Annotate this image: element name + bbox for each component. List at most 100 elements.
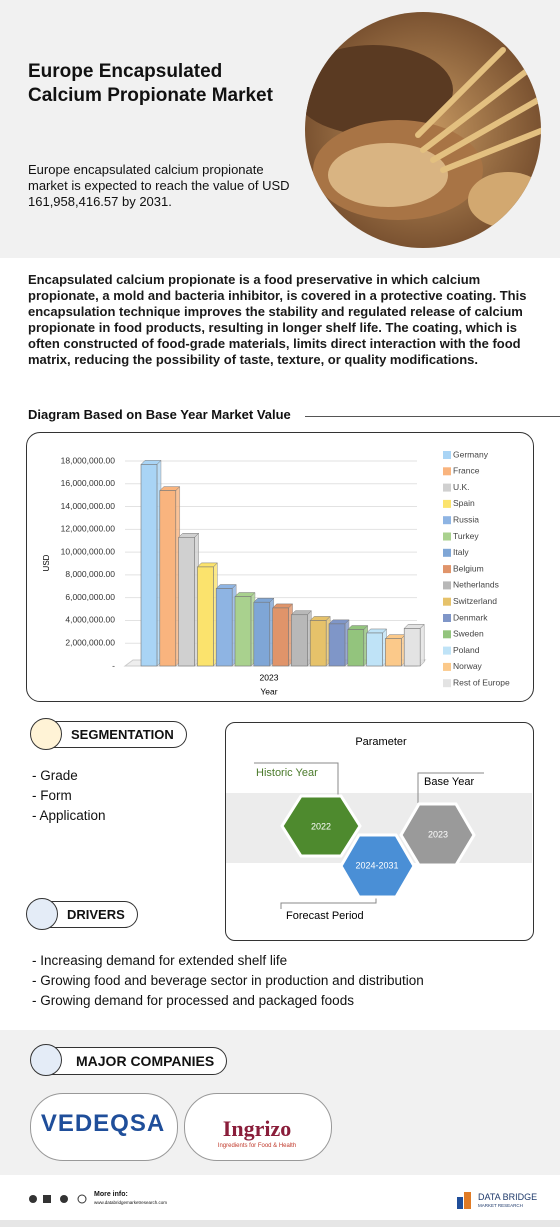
more-info: More info: bbox=[94, 1191, 128, 1198]
list-item: Increasing demand for extended shelf lif… bbox=[32, 951, 424, 971]
x-axis-label: Year bbox=[260, 686, 277, 696]
list-item: Application bbox=[32, 806, 106, 826]
legend-label: Russia bbox=[453, 514, 479, 524]
legend-swatch bbox=[443, 630, 451, 639]
chart-frame bbox=[26, 432, 534, 702]
chart-title: Diagram Based on Base Year Market Value bbox=[28, 407, 291, 422]
list-item: Grade bbox=[32, 766, 106, 786]
parameter-diagram: Parameter Historic Year Base Year Foreca… bbox=[226, 736, 532, 922]
x-tick-label: 2023 bbox=[260, 672, 279, 682]
hex-label: 2024-2031 bbox=[355, 860, 398, 870]
bar bbox=[272, 607, 289, 667]
legend-swatch bbox=[443, 516, 451, 525]
segmentation-list: GradeFormApplication bbox=[32, 766, 106, 826]
company-logo: VEDEQSA bbox=[40, 1110, 166, 1137]
legend-swatch bbox=[443, 467, 451, 476]
legend-swatch bbox=[443, 548, 451, 557]
hex-label: 2022 bbox=[311, 821, 331, 831]
bar bbox=[197, 566, 214, 667]
bar bbox=[215, 588, 233, 667]
bar bbox=[178, 537, 195, 667]
legend-label: Sweden bbox=[453, 629, 484, 639]
bar bbox=[385, 638, 402, 667]
legend-swatch bbox=[443, 679, 451, 688]
legend-label: France bbox=[453, 466, 480, 476]
label: Historic Year bbox=[256, 767, 318, 779]
y-tick-label: 16,000,000.00 bbox=[61, 478, 116, 488]
icon bbox=[30, 718, 62, 750]
parameter-title: Parameter bbox=[355, 736, 407, 748]
legend-label: Spain bbox=[453, 498, 475, 508]
section-heading: SEGMENTATION bbox=[34, 721, 187, 748]
legend-swatch bbox=[443, 614, 451, 622]
y-tick-label: 8,000,000.00 bbox=[65, 569, 115, 579]
description: Encapsulated calcium propionate is a foo… bbox=[28, 272, 527, 367]
social-icons bbox=[29, 1194, 87, 1204]
legend-label: Switzerland bbox=[453, 596, 497, 606]
brand-icon bbox=[457, 1192, 471, 1209]
legend-label: Italy bbox=[453, 547, 469, 557]
y-tick-label: 14,000,000.00 bbox=[61, 501, 116, 511]
company-tagline: Ingredients for Food & Health bbox=[217, 1143, 297, 1149]
bread-image bbox=[305, 12, 541, 248]
y-tick-label: 12,000,000.00 bbox=[61, 524, 116, 534]
legend-swatch bbox=[443, 483, 451, 492]
legend-label: Poland bbox=[453, 645, 480, 655]
label: Base Year bbox=[424, 776, 474, 788]
bar bbox=[309, 620, 327, 667]
footer-band bbox=[0, 1220, 560, 1227]
legend-label: Turkey bbox=[453, 531, 479, 541]
legend-label: Belgium bbox=[453, 563, 484, 573]
legend-label: Norway bbox=[453, 661, 483, 671]
bar bbox=[366, 632, 383, 667]
logo-card bbox=[30, 1093, 178, 1161]
bar bbox=[253, 601, 271, 667]
legend-swatch bbox=[443, 499, 451, 508]
list-item: Form bbox=[32, 786, 106, 806]
bar bbox=[291, 614, 308, 667]
legend-swatch bbox=[443, 532, 451, 541]
label: Forecast Period bbox=[286, 910, 364, 922]
bar bbox=[328, 623, 346, 667]
legend-swatch bbox=[443, 451, 451, 459]
legend-swatch bbox=[443, 662, 451, 671]
subtitle: Europe encapsulated calcium propionate m… bbox=[28, 162, 290, 209]
y-tick-label: - bbox=[112, 660, 115, 670]
brand-sub: MARKET RESEARCH bbox=[478, 1203, 523, 1208]
bar bbox=[403, 628, 421, 667]
section-heading: MAJOR COMPANIES bbox=[35, 1047, 228, 1075]
logo-card bbox=[184, 1093, 332, 1161]
y-tick-label: 18,000,000.00 bbox=[61, 455, 116, 465]
bar bbox=[234, 596, 252, 667]
y-tick-label: 6,000,000.00 bbox=[65, 592, 115, 602]
drivers-list: Increasing demand for extended shelf lif… bbox=[32, 951, 424, 1011]
y-axis-label: USD bbox=[42, 554, 51, 571]
bar-side bbox=[419, 623, 425, 667]
hex-label: 2023 bbox=[428, 829, 448, 839]
url: www.databridgemarketresearch.com bbox=[94, 1200, 168, 1205]
legend-swatch bbox=[443, 581, 451, 590]
page-title: Europe Encapsulated Calcium Propionate M… bbox=[28, 61, 273, 106]
legend-label: U.K. bbox=[453, 482, 470, 492]
bar bbox=[347, 629, 365, 667]
legend-swatch bbox=[443, 646, 451, 655]
brand: DATA BRIDGE bbox=[478, 1192, 538, 1202]
legend-label: Netherlands bbox=[453, 580, 499, 590]
bar bbox=[140, 464, 158, 667]
y-tick-label: 4,000,000.00 bbox=[65, 615, 115, 625]
legend-label: Rest of Europe bbox=[453, 677, 510, 687]
y-tick-label: 2,000,000.00 bbox=[65, 637, 115, 647]
legend-label: Germany bbox=[453, 449, 489, 459]
rule bbox=[305, 416, 560, 417]
list-item: Growing demand for processed and package… bbox=[32, 991, 424, 1011]
icon bbox=[30, 1044, 62, 1076]
legend-swatch bbox=[443, 597, 451, 606]
company-logo: Ingrizo bbox=[222, 1116, 292, 1141]
legend-swatch bbox=[443, 565, 451, 574]
legend-label: Denmark bbox=[453, 612, 488, 622]
y-tick-label: 10,000,000.00 bbox=[61, 546, 116, 556]
bar bbox=[159, 490, 177, 667]
chart: - 2,000,000.00 4,000,000.00 6,000,000.00 8,0… bbox=[42, 449, 510, 696]
icon bbox=[26, 898, 58, 930]
